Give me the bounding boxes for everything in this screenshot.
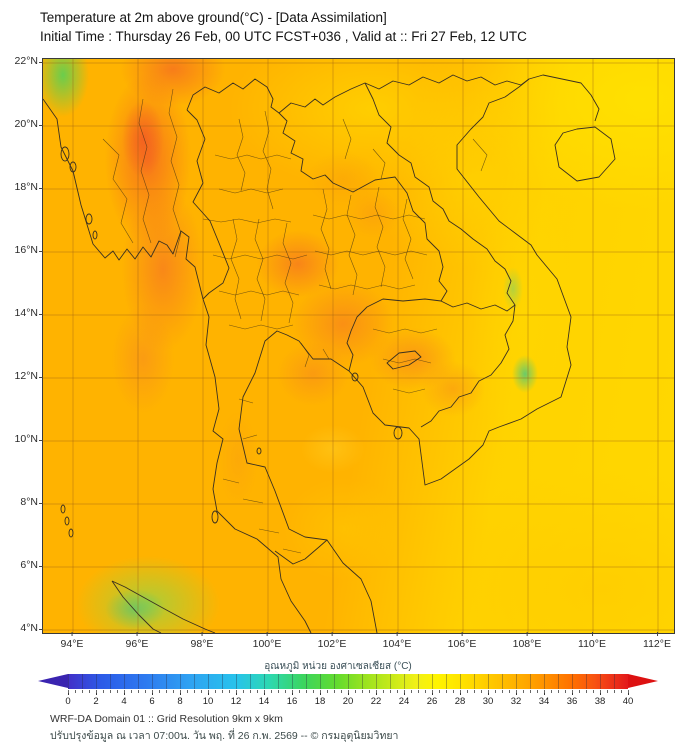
coastlines (43, 74, 616, 633)
colorbar-tick: 2 (93, 696, 99, 707)
map-overlay (43, 59, 674, 633)
title-line-2: Initial Time : Thursday 26 Feb, 00 UTC F… (40, 29, 527, 44)
colorbar-tick: 32 (510, 696, 522, 707)
colorbar-minor-ticks (68, 690, 629, 693)
colorbar-tick: 20 (342, 696, 354, 707)
lat-label: 16°N (0, 244, 43, 256)
coast-hainan (554, 126, 616, 182)
lat-label: 18°N (0, 181, 43, 193)
colorbar-tick: 40 (622, 696, 634, 707)
colorbar-tick: 24 (398, 696, 410, 707)
footer-update-info: ปรับปรุงข้อมูล ณ เวลา 07:00น. วัน พฤ. ที… (50, 730, 399, 742)
colorbar-tick: 16 (286, 696, 298, 707)
colorbar-tick: 34 (538, 696, 550, 707)
graticule (43, 59, 674, 633)
coast-myanmar-peninsula-west (43, 98, 312, 633)
colorbar-tick: 36 (566, 696, 578, 707)
title-line-1: Temperature at 2m above ground(°C) - [Da… (40, 10, 387, 25)
island (69, 161, 77, 173)
lon-label: 98°E (190, 632, 214, 650)
colorbar-tick: 18 (314, 696, 326, 707)
temperature-field (43, 59, 674, 633)
colorbar (68, 674, 628, 689)
island-phuket (211, 510, 219, 524)
colorbar-tick: 10 (202, 696, 214, 707)
lon-label: 104°E (382, 632, 412, 650)
lat-label: 22°N (0, 55, 43, 67)
colorbar-label: อุณหภูมิ หน่วย องศาเซลเซียส (°C) (264, 661, 412, 672)
figure-title: Temperature at 2m above ground(°C) - [Da… (40, 8, 527, 46)
lat-label: 4°N (0, 622, 43, 634)
colorbar-arrow-left (38, 674, 68, 688)
island (60, 146, 70, 162)
island (85, 213, 93, 225)
lon-label: 94°E (60, 632, 84, 650)
lat-label: 14°N (0, 307, 43, 319)
lon-label: 96°E (125, 632, 149, 650)
lon-label: 102°E (317, 632, 347, 650)
colorbar-tick: 26 (426, 696, 438, 707)
island (68, 528, 74, 538)
lat-label: 20°N (0, 118, 43, 130)
island-phuquoc (393, 426, 403, 440)
colorbar-tick: 30 (482, 696, 494, 707)
lat-label: 12°N (0, 370, 43, 382)
province-borders (102, 88, 488, 554)
colorbar-tick: 6 (149, 696, 155, 707)
colorbar-tick: 22 (370, 696, 382, 707)
coast-gulf-vietnam-china (238, 74, 600, 633)
temperature-map (42, 58, 675, 634)
coast-sumatra (111, 580, 216, 633)
colorbar-arrow-right (628, 674, 658, 688)
colorbar-tick: 28 (454, 696, 466, 707)
lake-tonle-sap (386, 350, 422, 370)
border-cambodia-laos (440, 300, 516, 312)
lon-label: 108°E (512, 632, 542, 650)
lat-label: 10°N (0, 433, 43, 445)
lon-label: 100°E (252, 632, 282, 650)
colorbar-tick: 38 (594, 696, 606, 707)
border-thai-malaysia (274, 539, 328, 565)
colorbar-cells (68, 674, 628, 689)
island (92, 230, 98, 240)
border-lao-vietnam-cambodia (364, 82, 516, 428)
border-thai-myanmar (186, 109, 230, 300)
island-samui (256, 447, 262, 455)
border-thai-lao-cambodia (278, 112, 448, 372)
lon-label: 110°E (578, 632, 606, 650)
lon-label: 112°E (643, 632, 671, 650)
lat-label: 6°N (0, 559, 43, 571)
island-kochang (351, 372, 359, 382)
colorbar-tick: 8 (177, 696, 183, 707)
colorbar-tick: 14 (258, 696, 270, 707)
lat-label: 8°N (0, 496, 43, 508)
colorbar-tick: 12 (230, 696, 242, 707)
footer-domain-info: WRF-DA Domain 01 :: Grid Resolution 9km … (50, 713, 283, 725)
island (64, 516, 70, 526)
island (60, 504, 66, 514)
colorbar-tick: 0 (65, 696, 71, 707)
colorbar-tick: 4 (121, 696, 127, 707)
border-china (186, 74, 530, 114)
lon-label: 106°E (447, 632, 477, 650)
